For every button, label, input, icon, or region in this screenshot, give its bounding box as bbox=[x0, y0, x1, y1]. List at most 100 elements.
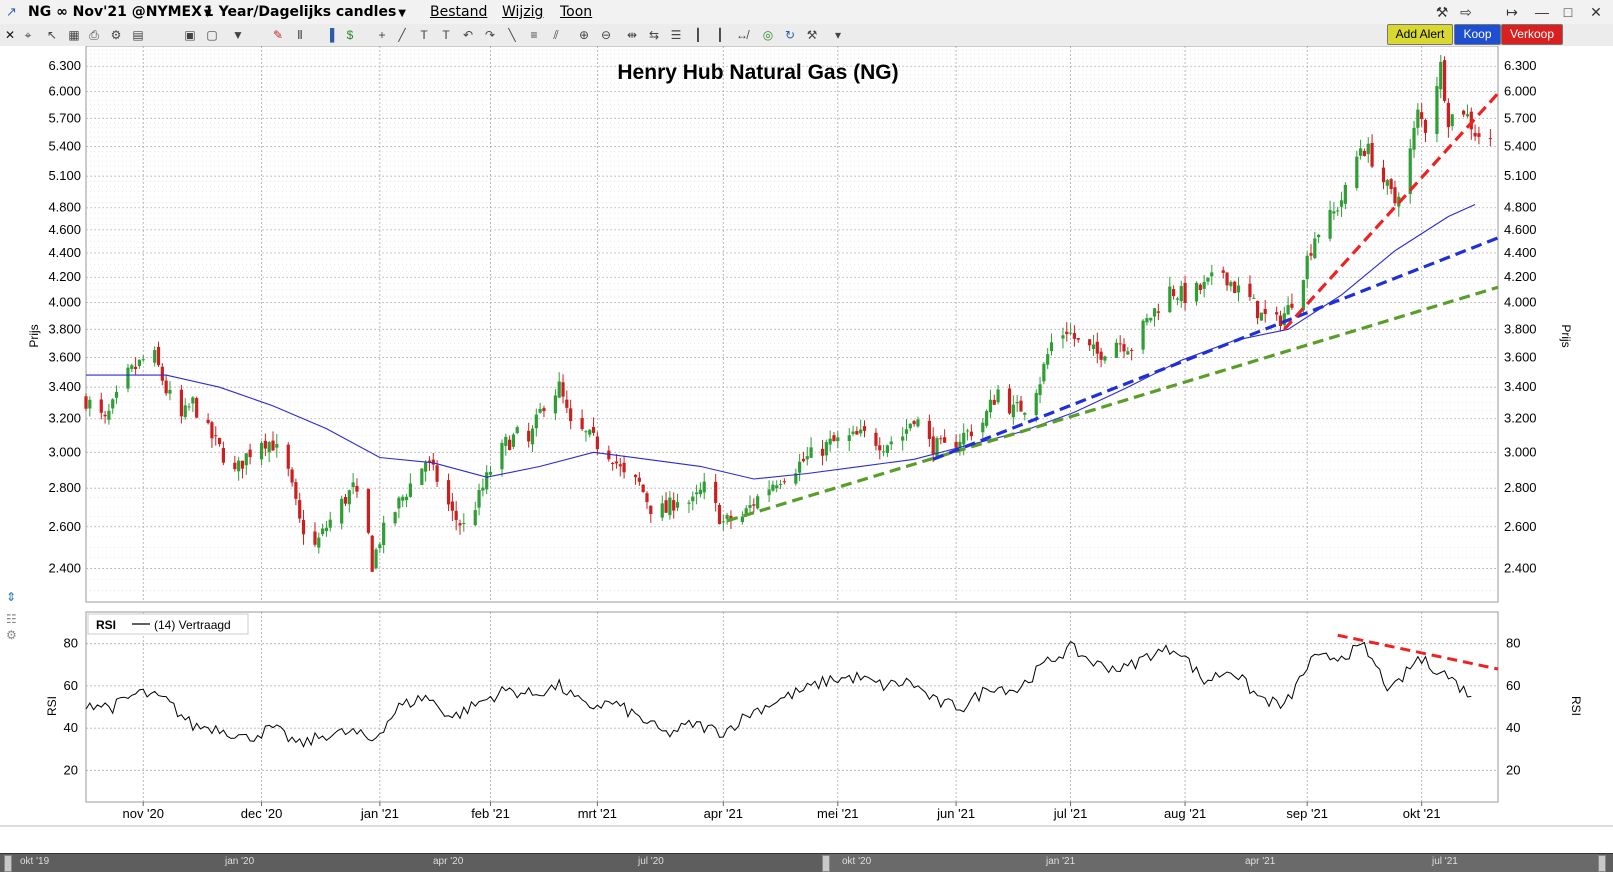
candle-body bbox=[565, 399, 569, 408]
candle-body bbox=[485, 472, 489, 490]
page-icon[interactable]: ☰ bbox=[670, 28, 682, 42]
candle-body bbox=[1370, 142, 1374, 167]
candle-body bbox=[744, 508, 748, 515]
expand-icon[interactable]: ⇕ bbox=[6, 590, 17, 604]
zoom-in-icon[interactable]: ⊕ bbox=[578, 28, 590, 42]
candle-body bbox=[962, 432, 966, 445]
menu-wijzig[interactable]: Wijzig bbox=[502, 4, 544, 20]
candle-body bbox=[801, 458, 806, 462]
candle-body bbox=[286, 444, 290, 469]
navigator-left-edge[interactable] bbox=[4, 855, 12, 872]
menu-bestand[interactable]: Bestand bbox=[430, 4, 488, 20]
period-selector[interactable]: 1 Year/Dagelijks candles ▼ bbox=[204, 0, 406, 24]
candle-body bbox=[1210, 272, 1214, 277]
grid-icon[interactable]: ▦ bbox=[68, 28, 80, 42]
navigator-range-start-handle[interactable] bbox=[822, 855, 830, 872]
split-icon[interactable]: ┃ bbox=[694, 28, 702, 42]
crosshair-plus-icon[interactable]: + bbox=[378, 28, 386, 42]
candle-body bbox=[1168, 286, 1172, 313]
channel-icon[interactable]: ⫽ bbox=[553, 28, 559, 42]
candle-body bbox=[370, 535, 374, 572]
candle-body bbox=[1255, 300, 1260, 319]
candle-body bbox=[607, 450, 611, 460]
bar-chart-icon[interactable]: Ⅱ bbox=[297, 28, 303, 42]
minimize-icon[interactable]: — bbox=[1535, 4, 1549, 20]
navigator-range-end-handle[interactable] bbox=[1598, 855, 1606, 872]
link-icon[interactable]: ⚒ bbox=[1435, 4, 1449, 20]
cursor-icon[interactable]: ↖ bbox=[46, 28, 58, 42]
candle-body bbox=[153, 350, 157, 363]
undo-icon[interactable]: ↶ bbox=[462, 28, 474, 42]
sell-button[interactable]: Verkoop bbox=[1501, 24, 1563, 45]
candle-body bbox=[1488, 138, 1492, 140]
candle-body bbox=[820, 448, 825, 456]
maximize-icon[interactable]: □ bbox=[1563, 4, 1573, 20]
candle-body bbox=[214, 435, 218, 437]
add-alert-button[interactable]: Add Alert bbox=[1387, 24, 1453, 45]
wrench-icon[interactable]: ⚒ bbox=[806, 28, 818, 42]
candle-body bbox=[328, 519, 332, 528]
dollar-icon[interactable]: $ bbox=[346, 28, 354, 42]
y-axis-label-left: Prijs bbox=[27, 324, 41, 347]
layout-icon[interactable]: ▣ bbox=[184, 28, 196, 42]
text-box-icon[interactable]: T bbox=[442, 28, 450, 42]
arrow-icon[interactable]: ↦ bbox=[1506, 4, 1518, 20]
rsi-panel: RSI (14) Vertraagd bbox=[85, 613, 1499, 748]
candle-body bbox=[649, 505, 653, 514]
y-tick-label-left: 2.600 bbox=[48, 519, 81, 534]
fib-icon[interactable]: ≡ bbox=[530, 28, 538, 42]
scroll-icon[interactable]: ⇆ bbox=[648, 28, 660, 42]
pencil-icon[interactable]: ✎ bbox=[272, 28, 284, 42]
settings-small-icon[interactable]: ⚙ bbox=[6, 628, 17, 642]
time-navigator[interactable]: okt '19 jan '20 apr '20 jul '20 okt '20 … bbox=[0, 853, 1613, 872]
line-tool-icon[interactable]: ╱ bbox=[398, 28, 406, 42]
text-tool-icon[interactable]: T bbox=[420, 28, 428, 42]
print-icon[interactable]: ⎙ bbox=[89, 28, 99, 42]
close-chart-icon[interactable]: ✕ bbox=[4, 28, 16, 42]
y-tick-label-right: 2.400 bbox=[1504, 560, 1537, 575]
candle-body bbox=[698, 489, 703, 495]
compare-icon[interactable]: ┃ bbox=[716, 28, 724, 42]
link-chart-icon[interactable]: ↮ bbox=[736, 28, 748, 42]
candle-body bbox=[538, 408, 542, 413]
candle-body bbox=[1412, 127, 1416, 150]
pin-icon[interactable]: ⇨ bbox=[1460, 4, 1472, 20]
fit-icon[interactable]: ⇹ bbox=[626, 28, 638, 42]
candle-body bbox=[1141, 320, 1145, 350]
dropdown-icon[interactable]: ▼ bbox=[232, 28, 244, 42]
menu-toon[interactable]: Toon bbox=[560, 4, 593, 20]
candle-body bbox=[515, 427, 519, 433]
price-panel-frame bbox=[85, 46, 1499, 603]
y-tick-label-right: 4.400 bbox=[1504, 245, 1537, 260]
x-tick-label: jun '21 bbox=[936, 806, 975, 821]
grid-small-icon[interactable]: ☷ bbox=[6, 612, 17, 626]
x-tick-label: apr '21 bbox=[704, 806, 743, 821]
trendlines bbox=[726, 92, 1500, 523]
candle-body bbox=[904, 429, 909, 434]
close-icon[interactable]: ✕ bbox=[1590, 4, 1602, 20]
table-icon[interactable]: ▤ bbox=[132, 28, 144, 42]
more-dropdown-icon[interactable]: ▾ bbox=[834, 28, 842, 42]
symbol-selector[interactable]: NG ∞ Nov'21 @NYMEX ▼ bbox=[28, 0, 212, 24]
refresh-icon[interactable]: ↻ bbox=[784, 28, 796, 42]
window-icon[interactable]: ▢ bbox=[206, 28, 218, 42]
x-tick-label: nov '20 bbox=[122, 806, 164, 821]
ruler-icon[interactable]: ╲ bbox=[508, 28, 516, 42]
zoom-out-icon[interactable]: ⊖ bbox=[600, 28, 612, 42]
candle-body bbox=[927, 420, 931, 439]
globe-icon[interactable]: ◎ bbox=[762, 28, 774, 42]
redo-icon[interactable]: ↷ bbox=[484, 28, 496, 42]
candle-body bbox=[1305, 255, 1309, 280]
volume-icon[interactable]: ▐ bbox=[325, 28, 335, 42]
candle-body bbox=[965, 430, 970, 432]
x-tick-label: feb '21 bbox=[471, 806, 510, 821]
crosshair-icon[interactable]: ⌖ bbox=[24, 28, 32, 42]
candle-body bbox=[1313, 238, 1317, 259]
y-tick-label-right: 4.600 bbox=[1504, 222, 1537, 237]
settings-icon[interactable]: ⚙ bbox=[110, 28, 122, 42]
buy-button[interactable]: Koop bbox=[1454, 24, 1501, 45]
candle-body bbox=[672, 500, 676, 511]
navigator-selected-range[interactable] bbox=[830, 854, 1598, 872]
candle-body bbox=[943, 437, 947, 443]
